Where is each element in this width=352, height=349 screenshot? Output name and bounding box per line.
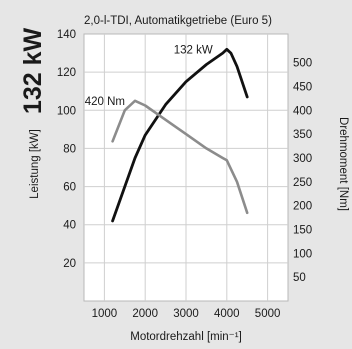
left-axis-ticks: 20 40 60 80 100 120 140: [57, 29, 76, 270]
right-axis-tick-label: 400: [293, 105, 312, 117]
right-axis-tick-label: 350: [293, 129, 312, 141]
grid-lines: [84, 34, 288, 301]
series-layer: [111, 47, 249, 223]
series-line-drehmoment: [111, 99, 249, 215]
x-axis-label: Motordrehzahl [min⁻¹]: [130, 331, 242, 343]
x-axis-tick-label: 5000: [255, 308, 281, 320]
left-axis-tick-label: 80: [63, 143, 76, 155]
right-axis-ticks: 50 100 150 200 250 300 350 400 450 500: [293, 58, 312, 285]
right-axis-tick-label: 50: [293, 272, 306, 284]
left-axis-tick-label: 120: [57, 67, 76, 79]
chart-title: 2,0-l-TDI, Automatikgetriebe (Euro 5): [84, 15, 272, 27]
right-axis-tick-label: 500: [293, 58, 312, 70]
right-axis-tick-label: 450: [293, 81, 312, 93]
x-axis-tick-label: 3000: [173, 308, 199, 320]
left-axis-tick-label: 60: [63, 182, 76, 194]
y-axis-left-label: Leistung [kW]: [29, 129, 41, 199]
annotation-max-power: 132 kW: [174, 44, 213, 56]
right-axis-tick-label: 100: [293, 248, 312, 260]
right-axis-tick-label: 200: [293, 201, 312, 213]
y-axis-right-label: Drehmoment [Nm]: [337, 117, 349, 211]
annotation-max-torque: 420 Nm: [85, 96, 125, 108]
right-axis-tick-label: 150: [293, 224, 312, 236]
right-axis-tick-label: 250: [293, 177, 312, 189]
headline-power: 132 kW: [19, 28, 47, 115]
left-axis-tick-label: 100: [57, 105, 76, 117]
x-axis-tick-label: 2000: [132, 308, 158, 320]
x-axis-ticks: 1000 2000 3000 4000 5000: [92, 308, 281, 320]
left-axis-tick-label: 40: [63, 220, 76, 232]
x-axis-tick-label: 1000: [92, 308, 118, 320]
left-axis-tick-label: 140: [57, 29, 76, 41]
right-axis-tick-label: 300: [293, 153, 312, 165]
series-line-leistung: [111, 47, 249, 223]
x-axis-tick-label: 4000: [214, 308, 240, 320]
left-axis-tick-label: 20: [63, 258, 76, 270]
